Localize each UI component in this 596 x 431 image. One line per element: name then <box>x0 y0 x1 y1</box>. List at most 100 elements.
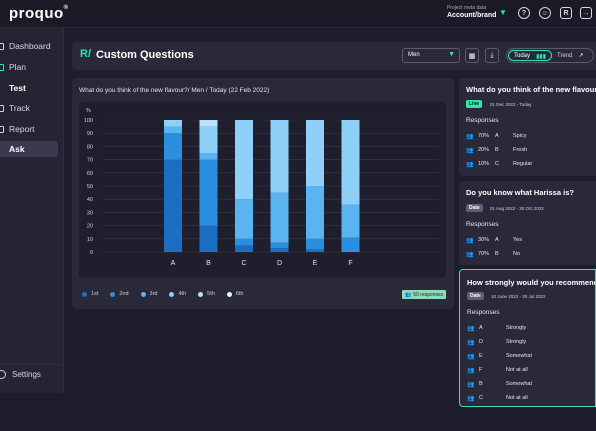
account-icon[interactable]: R <box>560 7 572 19</box>
chevron-down-icon: ▼ <box>448 51 455 58</box>
responses-label: Responses <box>467 309 500 316</box>
chart-legend: 1st 2nd 3rd 4th 5th 6th <box>82 291 243 297</box>
y-tick-label: 50 <box>87 184 93 190</box>
bar-segment-3rd[interactable] <box>341 204 360 238</box>
bar-segment-3rd[interactable] <box>270 192 289 243</box>
card-question: What do you think of the new flavour? <box>466 85 596 94</box>
dashboard-icon <box>0 42 4 50</box>
sidebar-item-report[interactable]: Report <box>0 121 58 137</box>
bar-segment-1st[interactable] <box>235 245 253 252</box>
y-tick-label: 40 <box>87 197 93 203</box>
track-icon <box>0 104 4 112</box>
people-icon: 👥 <box>466 161 474 168</box>
x-tick-label: D <box>277 260 282 267</box>
x-tick-label: C <box>241 260 246 267</box>
sidebar: Dashboard Plan Test Track Report Ask Set… <box>0 28 64 393</box>
settings-label: Settings <box>12 370 41 379</box>
bar-segment-2nd[interactable] <box>235 238 253 246</box>
bar-segment-4th[interactable] <box>270 120 289 193</box>
audience-select[interactable]: Men ▼ <box>402 48 460 63</box>
people-icon: 👥 <box>467 395 475 402</box>
sidebar-item-dashboard[interactable]: Dashboard <box>0 38 58 54</box>
bar-segment-3rd[interactable] <box>199 153 218 160</box>
people-icon: 👥 <box>467 381 475 388</box>
list-item: 👥 70% B No <box>466 251 521 258</box>
bar-segment-3rd[interactable] <box>306 186 324 239</box>
bar-segment-5th[interactable] <box>199 120 218 127</box>
download-button[interactable]: ⤓ <box>485 48 499 63</box>
sidebar-item-label: Dashboard <box>9 41 51 51</box>
question-card-selected[interactable]: How strongly would you recommend? Date 1… <box>459 269 596 407</box>
list-item: 👥 E Somewhat <box>467 353 532 360</box>
legend-label: 4th <box>178 291 187 297</box>
bar-segment-2nd[interactable] <box>199 159 218 226</box>
questions-icon: R/ <box>80 48 91 60</box>
bar-segment-1st[interactable] <box>270 248 289 252</box>
question-card[interactable]: What do you think of the new flavour? Li… <box>459 78 596 176</box>
project-meta[interactable]: Project meta data Account/brand <box>447 5 507 19</box>
bar-segment-1st[interactable] <box>306 249 324 252</box>
sidebar-item-settings[interactable]: Settings <box>0 364 64 384</box>
sidebar-item-test[interactable]: Test <box>0 80 58 96</box>
legend-item[interactable]: 1st <box>82 291 98 297</box>
list-item: 👥 F Not at all <box>467 367 528 374</box>
help-icon[interactable]: ? <box>518 7 530 19</box>
bar-segment-4th[interactable] <box>199 126 218 153</box>
responses-badge: 👥 50 responses <box>402 290 447 299</box>
card-date-range: 10 June 2022 - 30 Jul 2022 <box>491 294 546 299</box>
legend-item[interactable]: 3rd <box>140 291 157 297</box>
chart-title: What do you think of the new flavour?/ M… <box>79 87 270 94</box>
sidebar-item-label: Plan <box>9 62 27 72</box>
chart-panel: What do you think of the new flavour?/ M… <box>72 78 454 309</box>
download-icon: ⤓ <box>490 51 494 59</box>
sidebar-item-label: Track <box>9 103 30 113</box>
bar-segment-3rd[interactable] <box>164 126 182 134</box>
page-header: R/ Custom Questions Men ▼ ▦ ⤓ Today ▮▮▮ … <box>72 42 596 70</box>
bar-segment-4th[interactable] <box>235 120 253 200</box>
legend-label: 5th <box>207 291 215 297</box>
legend-item[interactable]: 2nd <box>110 291 129 297</box>
y-tick-label: 80 <box>87 144 93 150</box>
user-icon[interactable]: ☺ <box>539 7 551 19</box>
people-icon: 👥 <box>466 251 474 258</box>
toggle-trend[interactable]: Trend ↗ <box>557 52 583 59</box>
legend-item[interactable]: 5th <box>198 291 215 297</box>
card-date-range: 01 Aug 2022 - 30 Oct 2022 <box>490 206 544 211</box>
chevron-down-icon[interactable]: ▼ <box>499 8 507 17</box>
sidebar-item-label: Ask <box>9 144 25 154</box>
bar-segment-2nd[interactable] <box>341 237 360 252</box>
bar-segment-4th[interactable] <box>341 120 360 205</box>
bar-segment-2nd[interactable] <box>306 238 324 250</box>
sidebar-item-track[interactable]: Track <box>0 100 58 116</box>
legend-item[interactable]: 6th <box>226 291 244 297</box>
legend-item[interactable]: 4th <box>169 291 186 297</box>
sidebar-item-ask[interactable]: Ask <box>0 141 58 157</box>
bar-segment-3rd[interactable] <box>235 199 253 239</box>
status-badge: Date <box>466 204 483 212</box>
stacked-bar-chart: % 0 10 20 30 40 50 60 70 80 90 100 A B C D E F <box>84 108 439 267</box>
app-logo[interactable]: proquo® <box>9 5 69 22</box>
bar-segment-2nd[interactable] <box>164 133 182 160</box>
sidebar-item-plan[interactable]: Plan <box>0 59 58 75</box>
x-tick-label: E <box>313 260 318 267</box>
toggle-trend-label: Trend <box>557 52 573 59</box>
bar-segment-4th[interactable] <box>306 120 324 186</box>
y-tick-label: 60 <box>87 171 93 177</box>
card-date-range: 01 Dec 2022 - Today <box>490 102 532 107</box>
bar-segment-1st[interactable] <box>199 225 218 252</box>
list-item: 👥 A Strongly <box>467 325 527 332</box>
calendar-button[interactable]: ▦ <box>465 48 479 63</box>
toggle-today[interactable]: Today ▮▮▮ <box>508 50 552 61</box>
question-card[interactable]: Do you know what Harissa is? Date 01 Aug… <box>459 181 596 265</box>
list-item: 👥 B Somewhat <box>467 381 532 388</box>
view-toggle: Today ▮▮▮ Trend ↗ <box>506 48 594 63</box>
y-tick-label: 30 <box>87 210 93 216</box>
list-item: 👥 70% A Spicy <box>466 133 527 140</box>
bar-segment-2nd[interactable] <box>270 242 289 249</box>
toggle-today-label: Today <box>514 52 531 59</box>
bar-segment-4th[interactable] <box>164 120 182 127</box>
bar-segment-1st[interactable] <box>164 159 182 252</box>
list-item: 👥 20% B Fresh <box>466 147 528 154</box>
legend-label: 6th <box>235 291 244 297</box>
logout-icon[interactable]: → <box>580 7 592 19</box>
